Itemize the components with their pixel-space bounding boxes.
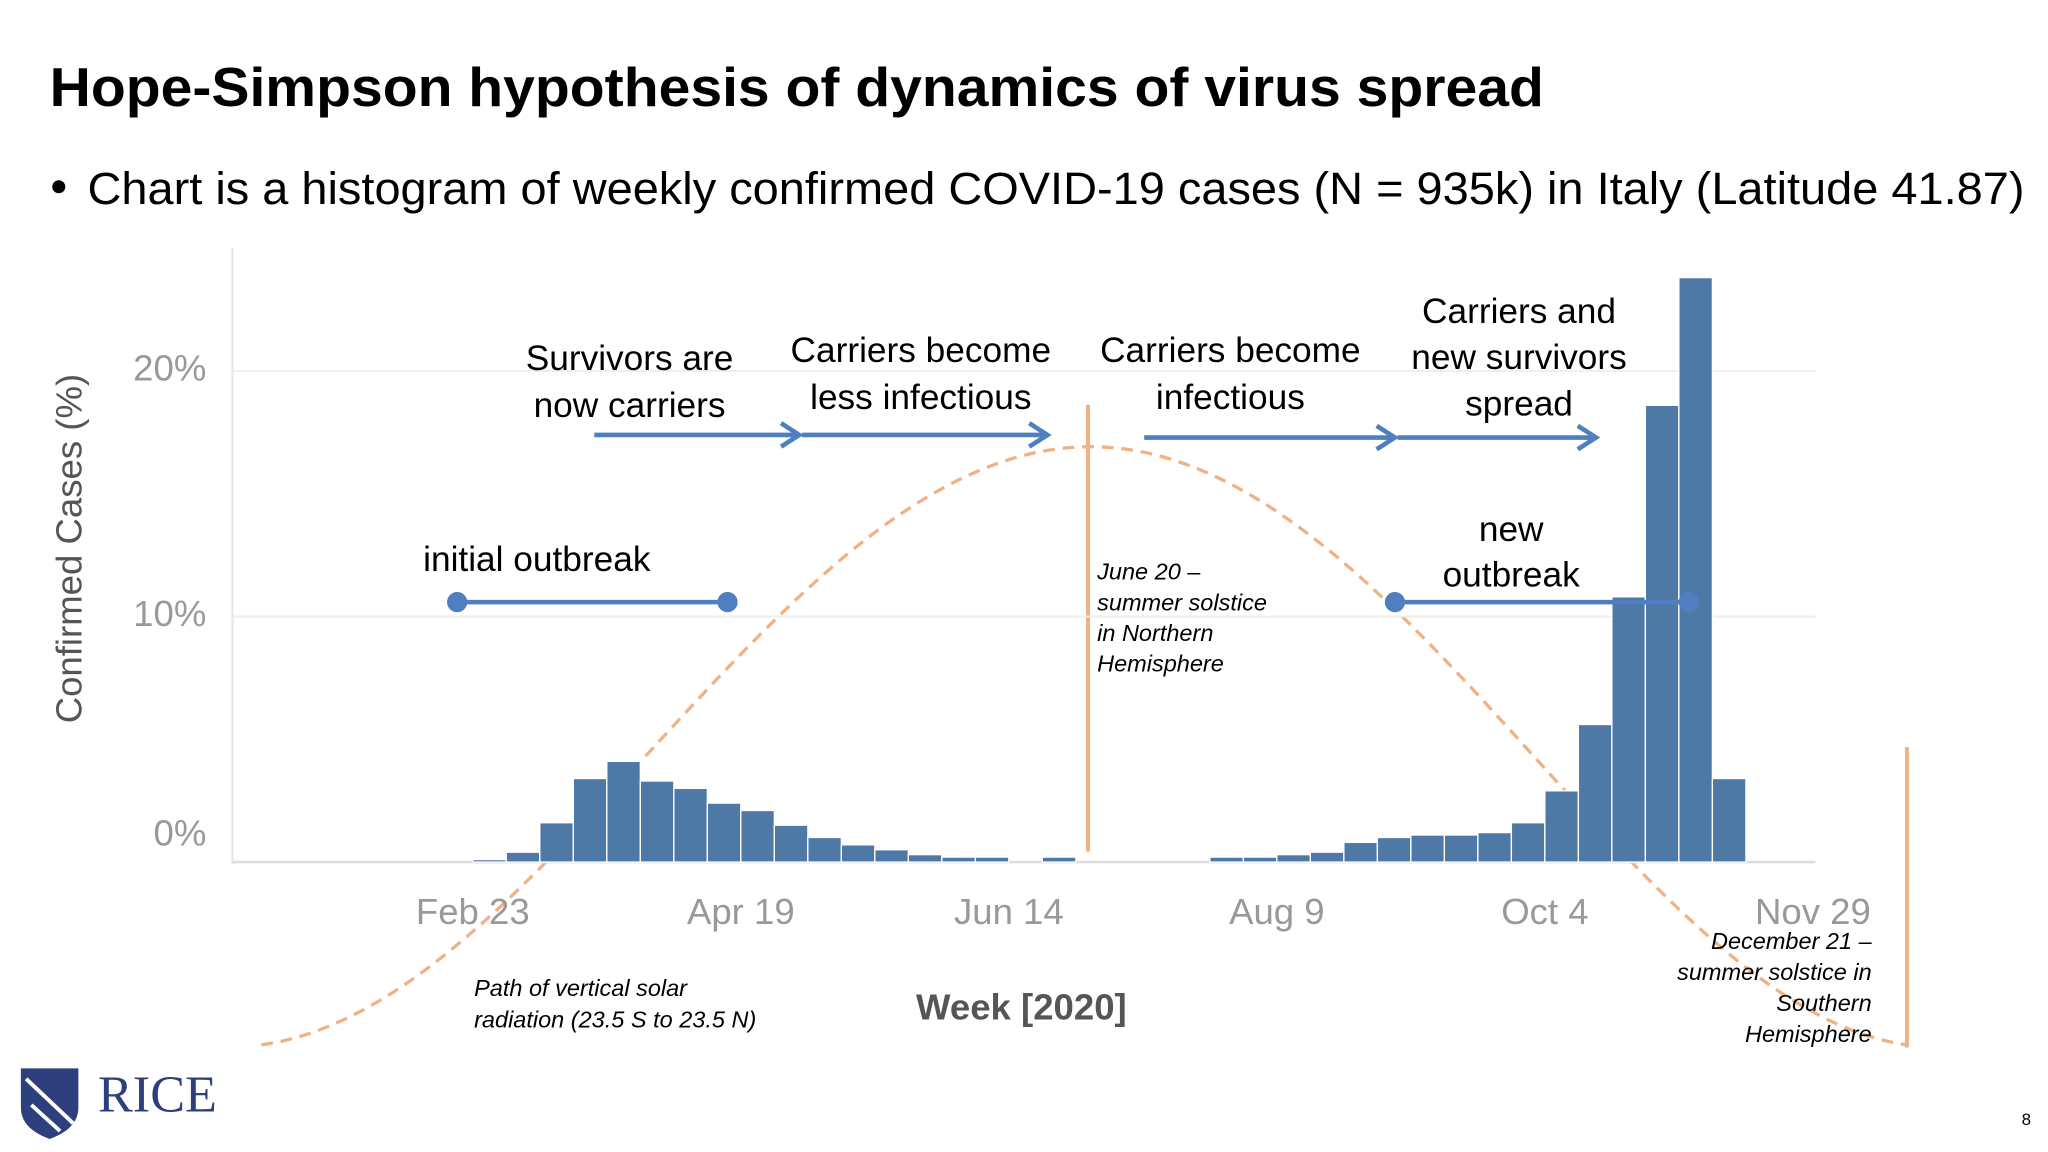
- bullet-text: Chart is a histogram of weekly confirmed…: [88, 163, 2025, 214]
- bar: [572, 777, 608, 863]
- bar: [1611, 596, 1647, 863]
- arrows: [447, 421, 1699, 613]
- annotation: less infectious: [810, 378, 1031, 417]
- x-axis-title: Week [2020]: [916, 986, 1127, 1027]
- y-tick-label: 20%: [133, 348, 206, 389]
- bar: [1678, 276, 1714, 863]
- annotations: initial outbreak Survivors are now carrier…: [423, 292, 1872, 1047]
- bar: [941, 856, 976, 863]
- annotation: Hemisphere: [1745, 1021, 1872, 1047]
- x-tick-label: Jun 14: [954, 891, 1064, 932]
- bar: [807, 836, 842, 863]
- annotation: new survivors: [1411, 338, 1626, 377]
- range-dot: [1384, 592, 1406, 613]
- y-tick-label: 0%: [154, 813, 207, 854]
- annotation: initial outbreak: [423, 540, 651, 579]
- bar: [1443, 834, 1479, 863]
- x-tick-label: Oct 4: [1501, 891, 1588, 932]
- annotation: Carriers become: [791, 331, 1052, 370]
- bar: [974, 856, 1010, 863]
- annotation: Carriers and: [1422, 292, 1616, 331]
- annotation: Path of vertical solar: [474, 975, 688, 1001]
- bar: [673, 787, 708, 863]
- arrow-head: [1576, 423, 1601, 452]
- bar: [1577, 723, 1613, 863]
- annotation: Hemisphere: [1097, 651, 1224, 677]
- annotation: now carriers: [534, 386, 726, 425]
- arrow-head: [1375, 423, 1400, 452]
- bar: [1309, 851, 1345, 863]
- bar: [840, 844, 876, 863]
- range-dot: [717, 592, 738, 613]
- y-tick-label: 10%: [133, 593, 206, 634]
- range-dot: [447, 592, 468, 613]
- page-number: 8: [2022, 1110, 2031, 1129]
- x-tick-label: Apr 19: [687, 891, 795, 932]
- arrow-head: [779, 421, 804, 449]
- bar: [874, 849, 909, 863]
- bar: [1510, 822, 1546, 863]
- logo: RICE: [20, 1066, 217, 1139]
- bar: [773, 824, 809, 863]
- annotation: new: [1479, 510, 1544, 549]
- annotation: radiation (23.5 S to 23.5 N): [474, 1007, 756, 1033]
- x-tick-label: Nov 29: [1755, 891, 1871, 932]
- annotation: December 21 –: [1711, 928, 1873, 954]
- bar: [1376, 836, 1412, 863]
- y-axis-title: Confirmed Cases (%): [48, 374, 89, 723]
- bar: [907, 854, 943, 863]
- bar: [1544, 790, 1580, 863]
- bar: [539, 822, 574, 863]
- bar: [639, 780, 675, 863]
- annotation: Survivors are: [526, 339, 734, 378]
- bar: [505, 851, 541, 863]
- bar: [1644, 404, 1680, 863]
- bar: [1209, 856, 1245, 863]
- bar: [1276, 854, 1312, 863]
- arrow-head: [1027, 421, 1052, 449]
- bullet-dot: [52, 180, 66, 194]
- x-tick-label: Feb 23: [416, 891, 530, 932]
- annotation: spread: [1465, 385, 1573, 424]
- slide-title: Hope-Simpson hypothesis of dynamics of v…: [50, 56, 1544, 118]
- logo-text: RICE: [98, 1066, 217, 1124]
- solar-path: [261, 445, 1908, 1047]
- annotation: outbreak: [1443, 556, 1581, 595]
- annotation: infectious: [1156, 378, 1305, 417]
- bar: [1041, 856, 1077, 863]
- annotation: Carriers become: [1100, 331, 1361, 370]
- annotation: Southern: [1776, 990, 1871, 1016]
- chart: 0% 10% 20% Feb 23 Apr 19 Jun 14 Aug 9 Oct 4 Nov …: [48, 248, 1871, 1027]
- bar: [706, 802, 742, 863]
- x-tick-label: Aug 9: [1229, 891, 1325, 932]
- bar: [1477, 831, 1513, 863]
- logo-chevron: [24, 1077, 75, 1133]
- annotation: summer solstice: [1097, 589, 1267, 615]
- annotation: in Northern: [1097, 620, 1213, 646]
- bar: [1343, 841, 1379, 863]
- annotation: summer solstice in: [1677, 959, 1872, 985]
- range-dot: [1678, 592, 1699, 613]
- bar: [1711, 777, 1747, 863]
- annotation: June 20 –: [1096, 559, 1201, 585]
- bar: [740, 809, 775, 863]
- bar: [1410, 834, 1446, 863]
- bar: [472, 858, 507, 863]
- bar: [606, 760, 641, 863]
- bar: [1242, 856, 1278, 863]
